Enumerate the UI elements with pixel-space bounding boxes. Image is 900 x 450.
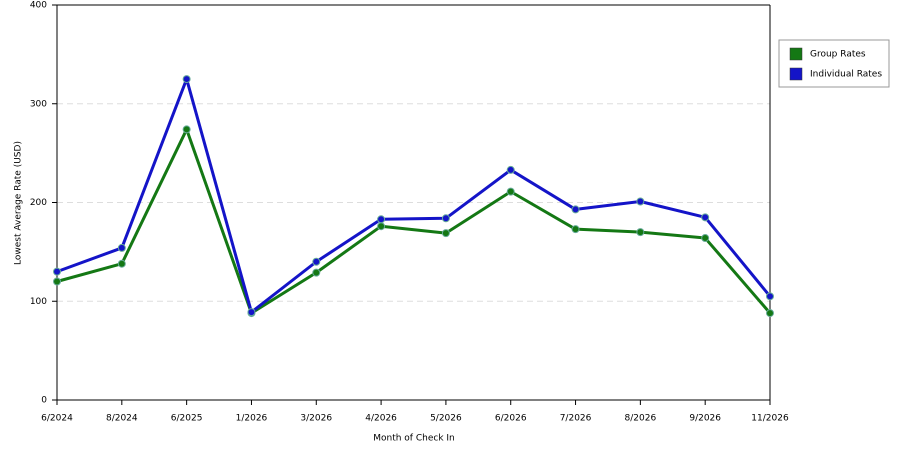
data-point [636,197,645,206]
data-point [441,214,450,223]
series-line [56,77,772,314]
legend-label: Individual Rates [810,70,882,80]
y-tick-label: 300 [30,99,47,109]
data-point [571,205,580,214]
data-point [117,243,126,252]
y-tick-label: 200 [30,198,47,208]
x-tick-label: 6/2026 [495,414,527,424]
x-tick-label: 6/2024 [41,414,73,424]
legend-label: Group Rates [810,50,866,60]
data-point [701,213,710,222]
legend-swatch [789,47,803,61]
x-axis-title: Month of Check In [373,434,455,444]
x-tick-label: 5/2026 [430,414,462,424]
x-tick-label: 9/2026 [689,414,721,424]
data-point [312,268,321,277]
data-point [117,259,126,268]
data-point [766,292,774,301]
y-axis-title: Lowest Average Rate (USD) [14,141,24,265]
x-tick-label: 8/2026 [625,414,657,424]
x-tick-label: 4/2026 [365,414,397,424]
data-point [506,187,515,196]
data-point [53,277,61,286]
y-tick-label: 400 [30,1,47,11]
data-point [377,215,386,224]
x-tick-label: 6/2025 [171,414,203,424]
data-point [571,225,580,234]
data-point [441,229,450,238]
data-point [636,228,645,237]
data-point [312,257,321,266]
x-tick-label: 3/2026 [300,414,332,424]
data-point [506,165,515,174]
data-point [53,267,61,276]
x-tick-label: 11/2026 [751,414,789,424]
series-line [56,127,772,315]
x-tick-label: 1/2026 [236,414,268,424]
y-tick-label: 100 [30,297,47,307]
data-point [377,222,386,231]
data-point [766,309,774,318]
x-tick-label: 7/2026 [560,414,592,424]
data-point [247,308,256,317]
data-point [182,75,191,84]
legend-swatch [789,67,803,81]
x-tick-label: 8/2024 [106,414,138,424]
y-tick-label: 0 [41,396,47,406]
data-point [182,125,191,134]
data-point [701,234,710,243]
